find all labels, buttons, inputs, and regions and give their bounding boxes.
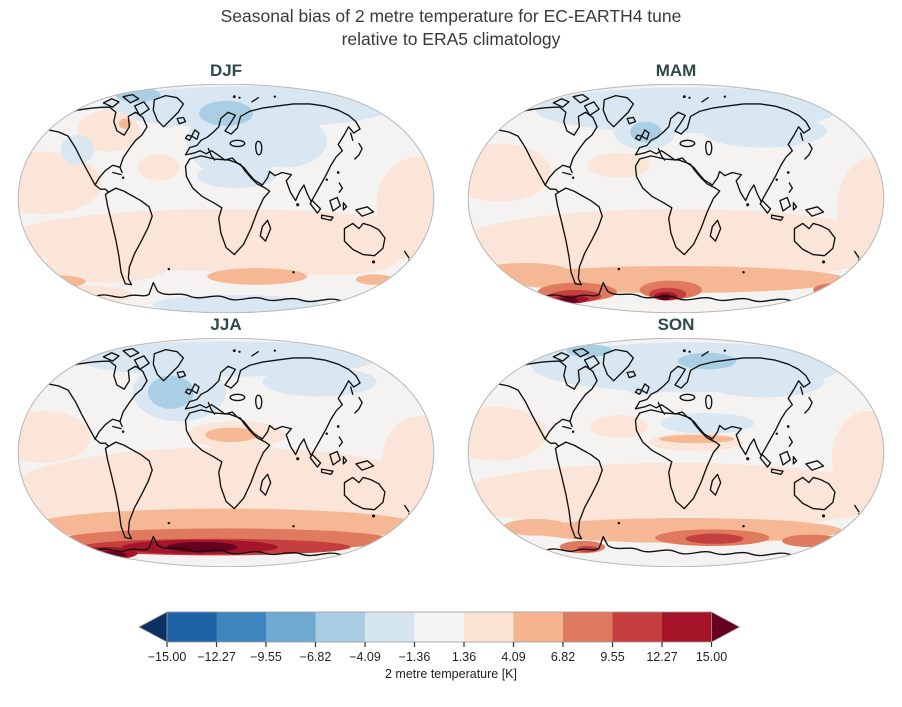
svg-text:−1.36: −1.36 [399, 650, 431, 664]
map-mam [467, 84, 885, 314]
colorbar-label: 2 metre temperature [K] [384, 667, 517, 682]
bias-overlay-mam [468, 87, 884, 304]
panel-grid: DJF [0, 59, 902, 568]
panel-title-mam: MAM [655, 61, 697, 81]
svg-text:9.55: 9.55 [600, 650, 624, 664]
colorbar-block: −15.00 −12.27 −9.55 −6.82 −4.09 −1.36 1.36 4.09… [0, 609, 902, 681]
svg-text:−9.55: −9.55 [250, 650, 282, 664]
map-son [467, 338, 885, 568]
svg-text:−6.82: −6.82 [300, 650, 332, 664]
panel-title-djf: DJF [209, 61, 243, 81]
figure-title-line1: Seasonal bias of 2 metre temperature for… [220, 6, 682, 26]
svg-text:12.27: 12.27 [646, 650, 677, 664]
map-djf [17, 84, 435, 314]
panel-title-jja: JJA [210, 315, 242, 335]
panel-jja: JJA [4, 313, 448, 568]
panel-son: SON [454, 313, 898, 568]
svg-text:6.82: 6.82 [551, 650, 575, 664]
svg-text:4.09: 4.09 [501, 650, 525, 664]
panel-title-son: SON [657, 315, 695, 335]
bias-overlay-son [468, 342, 884, 557]
svg-text:−15.00: −15.00 [148, 650, 187, 664]
bias-overlay-djf [18, 86, 434, 313]
svg-text:−12.27: −12.27 [197, 650, 236, 664]
figure-title-line2: relative to ERA5 climatology [341, 29, 561, 50]
svg-text:15.00: 15.00 [696, 650, 727, 664]
map-jja [17, 338, 435, 568]
bias-overlay-jja [18, 341, 434, 560]
svg-text:1.36: 1.36 [452, 650, 476, 664]
figure-title: Seasonal bias of 2 metre temperature for… [0, 0, 902, 51]
panel-mam: MAM [454, 59, 898, 314]
panel-djf: DJF [4, 59, 448, 314]
svg-text:−4.09: −4.09 [349, 650, 381, 664]
colorbar: −15.00 −12.27 −9.55 −6.82 −4.09 −1.36 1.36 4.09… [138, 611, 741, 664]
